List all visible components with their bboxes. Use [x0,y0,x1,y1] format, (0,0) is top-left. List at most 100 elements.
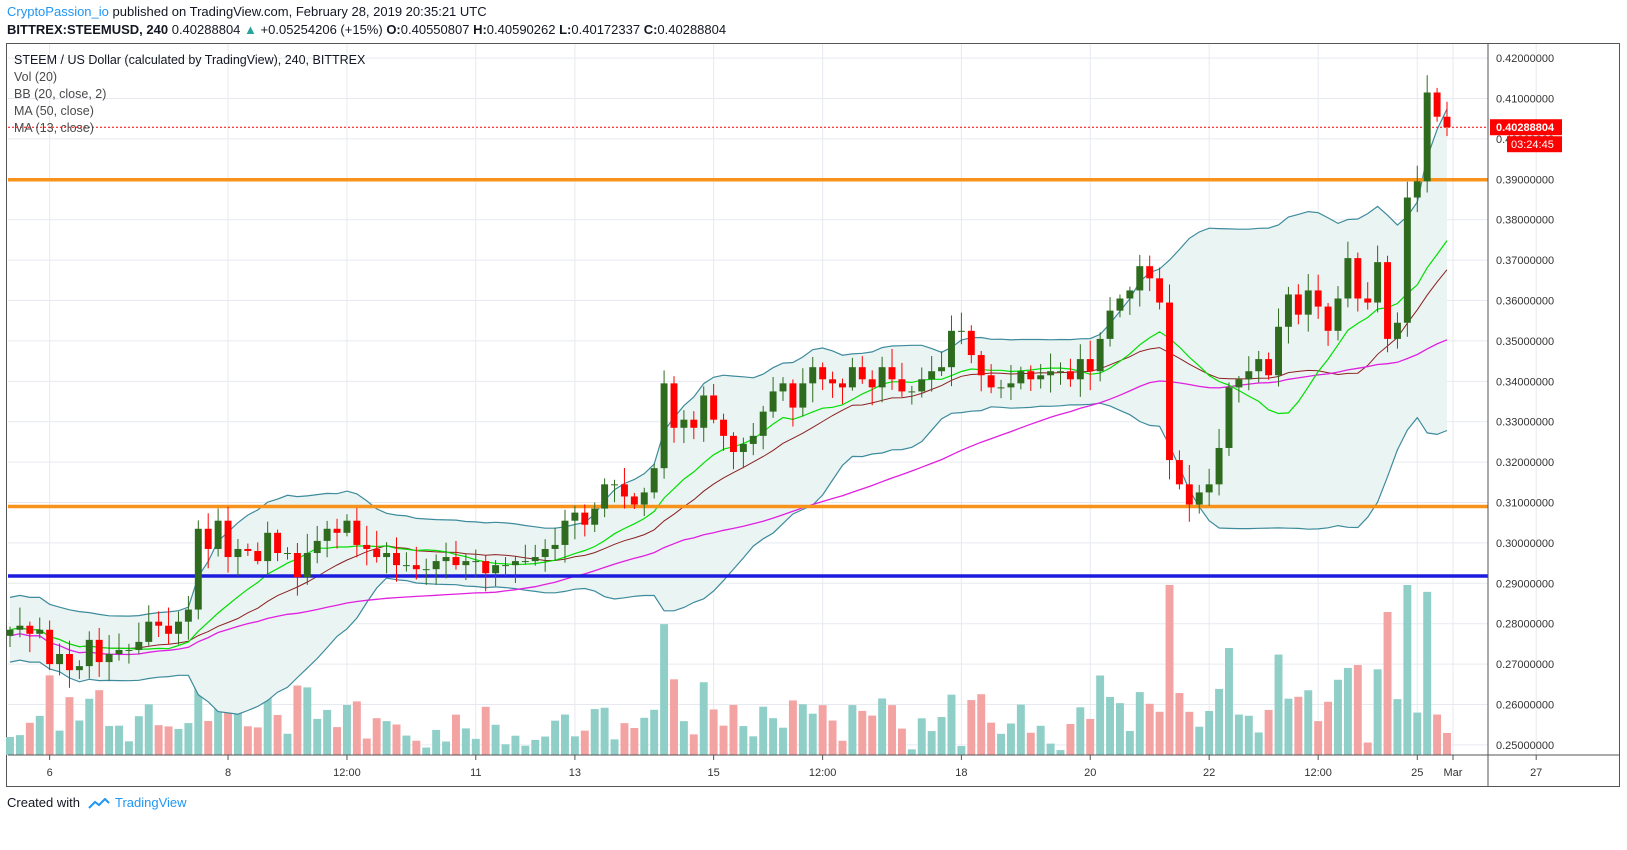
candle-body [868,379,876,388]
candle-body [769,391,777,412]
x-tick-label: 12:00 [809,767,837,779]
volume-bar [1086,718,1095,755]
volume-bar [124,741,133,755]
volume-bar [1195,726,1204,755]
volume-bar [164,726,173,755]
volume-bar [650,709,659,755]
candle-body [224,520,232,558]
candle-body [898,379,906,392]
candle-body [1265,359,1273,376]
x-tick-label: 11 [470,767,481,779]
volume-bar [779,727,787,755]
volume-bar [1165,585,1174,755]
candle-body [997,387,1005,389]
volume-bar [1254,732,1263,755]
volume-bar [660,624,669,755]
close-value: 0.40288804 [657,22,727,37]
volume-bar [253,727,262,755]
volume-bar [392,724,401,755]
author-link[interactable]: CryptoPassion_io [7,4,109,19]
legend-volume[interactable]: Vol (20) [14,70,58,84]
candle-body [571,512,579,521]
legend-ma13[interactable]: MA (13, close) [14,121,94,135]
candle-body [1076,359,1084,380]
candle-body [561,520,569,545]
volume-bar [1383,611,1392,755]
volume-bar [818,705,827,755]
candle-body [125,649,133,651]
volume-bar [65,697,74,755]
candle-body [1443,116,1451,128]
volume-bar [640,717,649,755]
candle-body [65,654,73,671]
candle-body [839,383,846,388]
last-price: 0.40288804 [171,22,241,37]
x-tick-label: 15 [708,767,720,779]
candle-body [1344,258,1352,299]
volume-bar [808,713,817,755]
candle-body [432,561,440,570]
chart-frame[interactable] [6,43,1620,787]
volume-bar [442,741,451,755]
candle-body [1215,447,1223,485]
legend-bollinger[interactable]: BB (20, close, 2) [14,87,107,101]
volume-bar [590,709,599,755]
candle-body [323,528,331,541]
candle-body [918,379,926,392]
volume-bar [263,696,272,755]
candle-body [601,484,609,509]
volume-bar [1096,675,1105,755]
y-tick-label: 0.38000000 [1496,215,1554,227]
volume-bar [174,728,183,755]
candle-body [214,520,222,549]
candle-body [1205,484,1213,493]
candle-body [254,550,262,562]
candle-body [819,367,827,380]
tradingview-link[interactable]: TradingView [115,795,187,810]
y-tick-label: 0.31000000 [1496,498,1554,510]
candle-body [1106,310,1114,339]
candle-body [1136,266,1144,291]
candle-body [531,557,539,562]
x-tick-label: Mar [1444,767,1463,779]
volume-bar [977,694,986,755]
y-tick-label: 0.42000000 [1496,53,1554,65]
candle-body [779,383,787,392]
volume-bar [1106,696,1115,755]
candle-body [393,553,400,566]
candle-body [412,565,420,570]
low-value: 0.40172337 [571,22,641,37]
volume-bar [333,727,342,755]
x-tick-label: 6 [47,767,53,779]
candle-body [1066,371,1074,380]
volume-bar [481,706,490,755]
candle-body [1334,298,1342,331]
volume-bar [531,739,540,755]
candle-body [1413,181,1421,198]
volume-bar [1423,591,1432,755]
legend-ma50[interactable]: MA (50, close) [14,104,94,118]
candle-body [1304,290,1312,315]
candle-body [313,540,321,554]
candle-body [16,625,24,630]
candle-body [284,553,291,555]
candle-body [353,520,361,545]
volume-bar [323,709,332,755]
volume-bar [1036,725,1045,755]
y-tick-label: 0.25000000 [1496,740,1554,752]
horizontal-levels [8,126,1488,578]
volume-bar [541,736,550,755]
volume-bar [858,710,867,755]
bollinger-fill [10,109,1447,715]
x-tick-label: 22 [1203,767,1215,779]
open-label: O: [386,22,401,37]
candle-body [343,520,351,533]
volume-bar [15,735,24,755]
volume-bar [848,705,857,755]
volume-bar [1244,715,1253,755]
candle-body [56,654,64,665]
y-tick-label: 0.35000000 [1496,336,1554,348]
candle-body [303,553,311,578]
candle-body [1166,302,1173,461]
